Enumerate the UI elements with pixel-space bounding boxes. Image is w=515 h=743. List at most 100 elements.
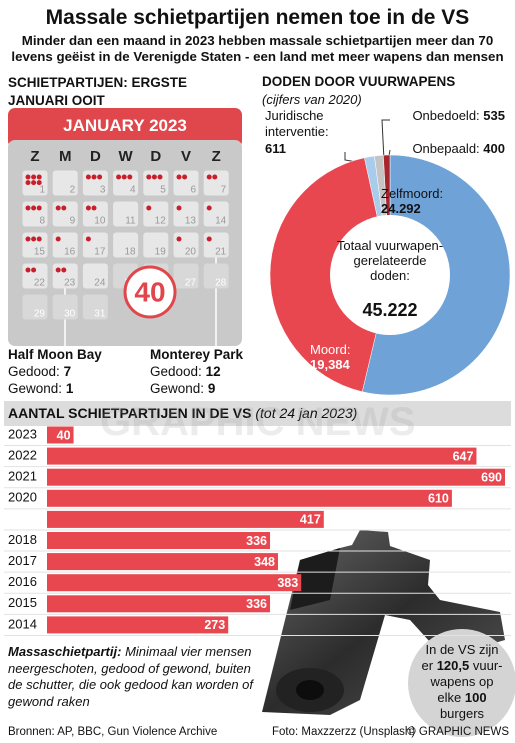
gun-photo xyxy=(262,530,505,715)
slice-value: 24.292 xyxy=(381,201,421,216)
day-number: 19 xyxy=(155,247,167,258)
shooting-dot xyxy=(206,174,212,180)
note-number: 120,5 xyxy=(436,658,470,673)
day-cell xyxy=(113,201,139,227)
shooting-dot xyxy=(36,174,42,180)
note-text: vuur- xyxy=(472,658,503,673)
shooting-dots xyxy=(176,205,182,211)
y-tick-label: 2021 xyxy=(8,469,37,484)
shooting-dots xyxy=(25,205,42,211)
note-line: In de VS zijn xyxy=(425,642,499,657)
day-number: 18 xyxy=(124,247,136,258)
day-number: 22 xyxy=(34,278,46,289)
value: 7 xyxy=(63,364,72,379)
value-label: 336 xyxy=(246,534,267,548)
shooting-dot xyxy=(206,236,212,242)
subtitle: Minder dan een maand in 2023 hebben mass… xyxy=(11,33,504,64)
bar xyxy=(47,489,452,507)
day-number: 13 xyxy=(185,216,197,227)
label: Gedood: xyxy=(150,364,202,379)
value: 1 xyxy=(65,381,74,396)
day-cell xyxy=(22,294,48,320)
note-line: er 120,5 vuur- xyxy=(408,658,515,674)
pie-total: 45.222 xyxy=(362,300,418,320)
weekday-label: D xyxy=(150,148,161,165)
shooting-dots xyxy=(146,205,152,211)
calendar-month: JANUARY 2023 xyxy=(63,116,187,135)
day-cell xyxy=(143,232,169,258)
bar-chart-header xyxy=(4,401,511,426)
shooting-dot xyxy=(36,180,42,186)
shooting-dot xyxy=(176,205,182,211)
day-number: 20 xyxy=(185,247,197,258)
y-tick-label: 2018 xyxy=(8,532,37,547)
slice-value: 535 xyxy=(483,108,505,123)
shooting-dot xyxy=(36,205,42,211)
day-cell xyxy=(203,263,229,289)
shooting-dot xyxy=(61,205,67,211)
bar xyxy=(47,532,271,549)
shooting-dot xyxy=(146,174,152,180)
day-number: 16 xyxy=(64,247,76,258)
day-cell xyxy=(52,294,78,320)
day-number: 24 xyxy=(94,278,106,289)
y-tick-label: 2022 xyxy=(8,448,37,463)
slice-label: Zelfmoord: xyxy=(381,186,444,201)
day-number: 17 xyxy=(94,247,106,258)
day-number: 29 xyxy=(34,309,46,320)
shooting-dot xyxy=(85,205,91,211)
note-line: elke 100 xyxy=(408,690,515,706)
copyright: © GRAPHIC NEWS xyxy=(407,726,509,738)
slice-label-row: Onbedoeld: 535 xyxy=(412,108,505,123)
day-number: 23 xyxy=(64,278,76,289)
photo-credit: Foto: Maxzzerzz (Unsplash) xyxy=(272,726,416,738)
shooting-dots xyxy=(176,236,182,242)
shooting-dots xyxy=(85,205,97,211)
shooting-dot xyxy=(127,174,133,180)
weekday-label: Z xyxy=(212,148,221,165)
note-line: burgers xyxy=(439,706,485,721)
shooting-dot xyxy=(31,267,37,273)
day-cell xyxy=(52,170,78,196)
shooting-dot xyxy=(55,205,61,211)
y-tick-label: 2014 xyxy=(8,616,37,631)
shooting-dot xyxy=(182,174,188,180)
value-label: 273 xyxy=(204,618,225,632)
shooting-dot xyxy=(151,174,157,180)
shooting-dot xyxy=(31,236,37,242)
shooting-dots xyxy=(206,236,212,242)
shooting-dots xyxy=(146,174,163,180)
note-number: 100 xyxy=(464,690,487,705)
value-label: 348 xyxy=(254,555,275,569)
shooting-dots xyxy=(85,236,91,242)
shooting-dot xyxy=(176,236,182,242)
shooting-dot xyxy=(25,174,31,180)
note-text: elke xyxy=(437,690,462,705)
bar xyxy=(47,510,324,528)
day-number: 6 xyxy=(190,185,196,196)
slice-label: Onbepaald: xyxy=(412,141,480,156)
label: Gewond: xyxy=(8,381,63,396)
pie-center-label: Totaal vuurwapen-gerelateerde doden: xyxy=(336,238,444,283)
pie-title: DODEN DOOR VUURWAPENS xyxy=(262,74,456,89)
value: 12 xyxy=(205,364,221,379)
shooting-dot xyxy=(31,205,37,211)
note-line: wapens op xyxy=(430,674,494,689)
shooting-dots xyxy=(25,236,42,242)
shooting-dot xyxy=(91,205,97,211)
bar-title-row: AANTAL SCHIETPARTIJEN IN DE VS (tot 24 j… xyxy=(8,405,357,421)
shooting-dot xyxy=(121,174,127,180)
incident-killed: Gedood: 7 xyxy=(8,364,71,379)
weekday-label: W xyxy=(119,148,134,165)
weekday-label: M xyxy=(59,148,72,165)
day-number: 15 xyxy=(34,247,46,258)
calendar-heading: SCHIETPARTIJEN: ERGSTE JANUARI OOIT xyxy=(8,75,188,108)
total-badge xyxy=(123,265,177,319)
incident-injured: Gewond: 9 xyxy=(150,381,215,396)
shooting-dots xyxy=(55,267,67,273)
bar xyxy=(47,616,229,634)
shooting-dot xyxy=(85,174,91,180)
day-number: 8 xyxy=(39,216,45,227)
bar xyxy=(47,595,271,613)
bar xyxy=(47,447,477,465)
